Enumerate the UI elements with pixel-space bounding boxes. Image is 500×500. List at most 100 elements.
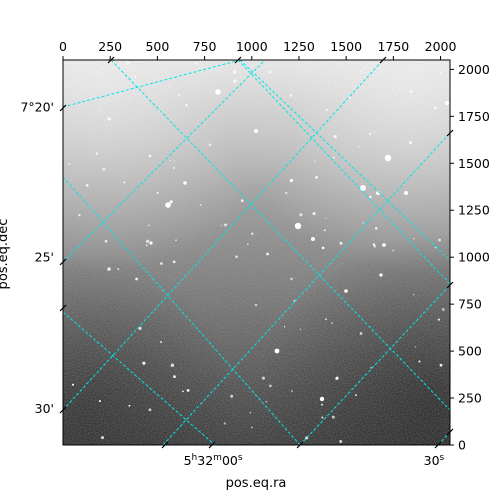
star: [107, 117, 111, 121]
right-tick-label: 0: [458, 438, 466, 453]
star: [148, 154, 152, 158]
top-tick-label: 1750: [377, 39, 409, 54]
star: [339, 241, 343, 245]
right-tick-label: 1000: [458, 250, 490, 265]
star: [262, 376, 265, 380]
star: [348, 97, 351, 100]
star: [339, 440, 343, 443]
wcs-tick-mark: [59, 104, 67, 112]
star: [182, 390, 184, 393]
star: [373, 132, 376, 134]
star: [392, 249, 395, 252]
top-tick-label: 0: [59, 39, 67, 54]
top-tick-label: 1000: [236, 39, 268, 54]
star: [142, 361, 146, 365]
star: [333, 135, 337, 139]
star: [434, 106, 437, 110]
star: [85, 184, 89, 187]
bright-star: [274, 348, 280, 354]
top-tick-label: 1250: [283, 39, 315, 54]
star: [325, 217, 327, 220]
star: [414, 346, 416, 348]
star: [175, 239, 177, 241]
star: [438, 238, 441, 242]
star: [68, 162, 71, 165]
wcs-tick-mark: [296, 441, 304, 449]
star: [138, 326, 142, 330]
star: [135, 277, 138, 281]
top-tick-label: 2000: [425, 39, 457, 54]
star: [232, 70, 237, 74]
y-axis-label: pos.eq.dec: [0, 219, 11, 290]
star: [379, 273, 383, 277]
wcs-tick-mark: [107, 56, 115, 64]
grid-line: [63, 60, 266, 263]
wcs-tick-mark: [59, 406, 67, 414]
bright-star: [444, 100, 450, 106]
star: [368, 132, 372, 136]
star: [439, 363, 443, 367]
star: [185, 103, 188, 107]
coordinate-grid: [63, 60, 450, 445]
grid-line: [110, 60, 450, 411]
wcs-tick-mark: [446, 281, 454, 289]
star: [254, 303, 258, 307]
star: [98, 400, 101, 403]
star: [251, 232, 254, 235]
star: [410, 90, 413, 93]
right-tick-label: 2000: [458, 62, 490, 77]
star: [299, 328, 302, 330]
star: [269, 384, 272, 388]
right-tick-label: 750: [458, 297, 482, 312]
star: [315, 176, 318, 179]
star: [325, 318, 327, 320]
star: [323, 229, 326, 232]
star: [372, 243, 376, 246]
star: [331, 322, 333, 325]
grid-line: [237, 60, 450, 285]
star: [235, 255, 238, 259]
bright-star: [319, 396, 325, 402]
star: [104, 239, 108, 243]
star: [332, 156, 335, 159]
grid-line: [162, 132, 450, 445]
star: [169, 200, 173, 204]
ra-tick-label: 30s: [424, 453, 445, 468]
bright-star: [384, 154, 392, 162]
star: [148, 408, 152, 412]
star: [208, 143, 212, 147]
star: [195, 61, 198, 65]
star: [331, 415, 335, 419]
bright-star: [294, 222, 302, 230]
star: [145, 239, 150, 243]
star: [172, 166, 175, 170]
star: [418, 360, 421, 363]
right-tick-label: 1500: [458, 156, 490, 171]
star: [413, 294, 415, 296]
star: [178, 94, 181, 97]
sky-image: [63, 60, 450, 445]
right-pixel-ticks: 0 250 500 750 1000 1250 1500 1750 2000: [450, 62, 490, 453]
star: [71, 383, 75, 386]
top-pixel-ticks: 0 250 500 750 1000 1250 1500 1750 2000: [59, 39, 457, 60]
wcs-tick-mark: [59, 304, 67, 312]
star: [368, 195, 372, 199]
x-axis-label: pos.eq.ra: [226, 476, 287, 491]
star: [172, 260, 176, 264]
star: [247, 243, 249, 246]
star: [358, 146, 360, 148]
top-tick-label: 1500: [330, 39, 362, 54]
star: [289, 178, 294, 183]
star: [265, 400, 268, 403]
star: [360, 71, 362, 73]
star: [123, 181, 126, 184]
right-tick-label: 1250: [458, 203, 490, 218]
star: [173, 159, 175, 162]
wcs-tick-mark: [446, 129, 454, 137]
star: [335, 376, 339, 380]
star: [107, 267, 111, 271]
star: [362, 222, 364, 224]
bright-star: [165, 202, 171, 208]
stars: [68, 61, 450, 443]
